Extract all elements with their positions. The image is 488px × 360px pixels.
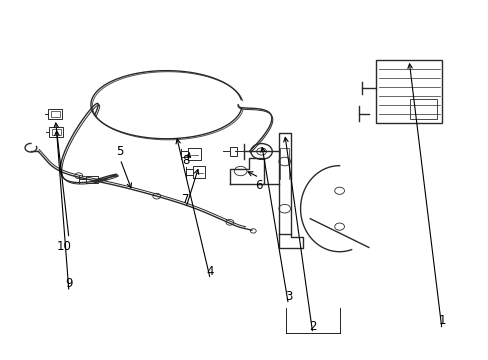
Bar (86, 176, 98, 183)
Bar (409, 99, 436, 119)
Text: 3: 3 (284, 290, 291, 303)
Bar (229, 147, 237, 156)
Text: 5: 5 (116, 145, 123, 158)
Text: 2: 2 (308, 320, 316, 333)
Text: 4: 4 (206, 265, 214, 278)
Bar (51, 111, 60, 117)
Text: 10: 10 (57, 240, 71, 253)
Text: 6: 6 (255, 179, 263, 192)
Bar (52, 129, 61, 135)
Text: 9: 9 (65, 278, 73, 291)
Bar (49, 127, 63, 137)
Text: 7: 7 (182, 193, 189, 206)
Bar (48, 109, 62, 119)
Text: 1: 1 (437, 314, 445, 327)
Text: 8: 8 (182, 154, 189, 167)
